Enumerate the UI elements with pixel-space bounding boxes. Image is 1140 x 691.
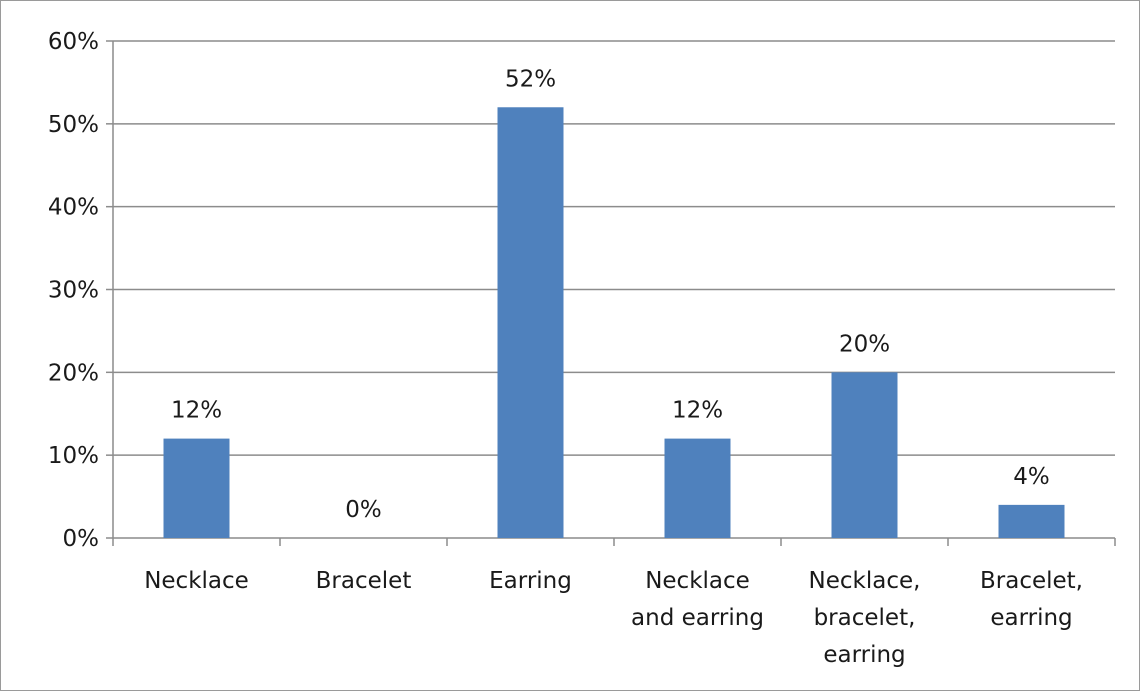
- category-label: Bracelet: [316, 568, 412, 594]
- data-label: 0%: [345, 497, 382, 523]
- bar: [998, 504, 1065, 538]
- y-tick-label: 40%: [48, 195, 99, 221]
- bars: [163, 107, 1065, 539]
- category-label: Necklace and earring: [631, 568, 764, 631]
- bar: [831, 372, 898, 538]
- data-labels: 12% 0% 52% 12% 20% 4%: [171, 66, 1050, 523]
- bar: [664, 438, 731, 538]
- y-tick-label: 30%: [48, 278, 99, 304]
- category-label-line: earring: [823, 642, 905, 668]
- category-label-line: Bracelet: [316, 568, 412, 594]
- data-label: 12%: [171, 398, 222, 424]
- category-label-line: Necklace: [144, 568, 249, 594]
- category-label-line: Necklace,: [809, 568, 921, 594]
- category-label-line: Necklace: [645, 568, 750, 594]
- category-label-line: earring: [990, 605, 1072, 631]
- axes: [106, 40, 1116, 546]
- y-tick-label: 20%: [48, 360, 99, 386]
- y-axis-tick-labels: 0% 10% 20% 30% 40% 50% 60%: [48, 29, 99, 552]
- category-label: Bracelet, earring: [980, 568, 1083, 631]
- category-label-line: Bracelet,: [980, 568, 1083, 594]
- y-tick-label: 60%: [48, 29, 99, 55]
- category-label-line: bracelet,: [814, 605, 916, 631]
- bar: [163, 438, 230, 538]
- category-label: Necklace, bracelet, earring: [809, 568, 921, 668]
- category-label-line: Earring: [489, 568, 572, 594]
- data-label: 12%: [672, 398, 723, 424]
- data-label: 4%: [1013, 464, 1050, 490]
- y-tick-label: 0%: [63, 526, 100, 552]
- data-label: 52%: [505, 66, 556, 92]
- gridlines: [113, 40, 1115, 456]
- x-axis-category-labels: Necklace Bracelet Earring Necklace and earri…: [144, 568, 1083, 668]
- category-label-line: and earring: [631, 605, 764, 631]
- bar: [497, 107, 564, 539]
- category-label: Necklace: [144, 568, 249, 594]
- data-label: 20%: [839, 331, 890, 357]
- y-tick-label: 10%: [48, 443, 99, 469]
- y-tick-label: 50%: [48, 112, 99, 138]
- category-label: Earring: [489, 568, 572, 594]
